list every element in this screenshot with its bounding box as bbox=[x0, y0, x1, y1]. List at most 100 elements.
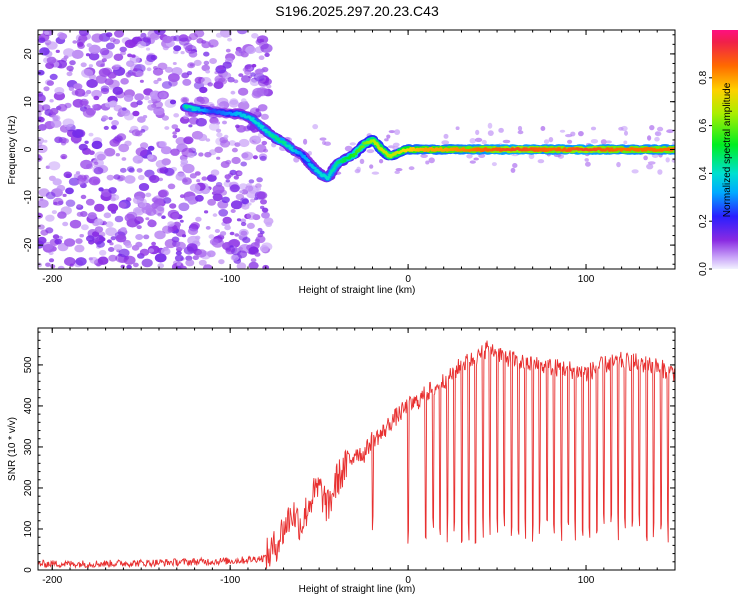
spectrogram-noise-blob bbox=[226, 248, 231, 252]
spectrogram-noise-blob bbox=[229, 100, 239, 108]
spectrogram-noise-blob bbox=[79, 144, 88, 151]
spectrogram-noise-blob bbox=[94, 167, 104, 174]
y-tick-label: 200 bbox=[23, 479, 34, 496]
spectrogram-noise-blob bbox=[111, 125, 117, 130]
spectrogram-noise-blob bbox=[48, 161, 60, 170]
spectrogram-noise-blob bbox=[492, 162, 497, 166]
colorbar-label: Normalized spectral amplitude bbox=[722, 82, 733, 217]
spectrogram-noise-blob bbox=[230, 232, 235, 236]
spectrogram-noise-blob bbox=[126, 60, 134, 67]
spectrogram-noise-blob bbox=[136, 147, 148, 156]
spectrogram-noise-blob bbox=[260, 44, 272, 53]
spectrogram-noise-blob bbox=[238, 88, 248, 96]
spectrogram-noise-blob bbox=[223, 217, 232, 224]
spectrogram-noise-blob bbox=[213, 193, 223, 201]
spectrogram-noise-blob bbox=[209, 234, 215, 239]
spectrogram-noise-blob bbox=[108, 117, 112, 120]
spectrogram-noise-blob bbox=[173, 45, 181, 51]
spectrogram-noise-blob bbox=[538, 159, 545, 163]
spectrogram-noise-blob bbox=[64, 172, 73, 179]
spectrogram-noise-blob bbox=[657, 169, 662, 175]
spectrogram-noise-blob bbox=[666, 129, 674, 133]
spectrogram-ridge-cell bbox=[261, 125, 265, 128]
spectrogram-ridge-cell bbox=[327, 176, 331, 179]
spectrogram-noise-blob bbox=[245, 65, 251, 70]
spectrogram-noise-blob bbox=[158, 92, 167, 99]
spectrogram-noise-blob bbox=[114, 54, 124, 61]
spectrogram-noise-blob bbox=[216, 132, 222, 137]
spectrogram-noise-blob bbox=[62, 222, 68, 227]
spectrogram-noise-blob bbox=[137, 225, 142, 229]
spectrogram-noise-blob bbox=[203, 52, 209, 57]
snr-ylabel: SNR (10 * v/v) bbox=[7, 417, 18, 481]
spectrogram-noise-blob bbox=[119, 202, 127, 208]
spectrogram-noise-blob bbox=[57, 104, 67, 112]
spectrogram-noise-blob bbox=[84, 141, 88, 144]
spectrogram-ridge-cell bbox=[283, 141, 287, 144]
spectrogram-noise-blob bbox=[591, 127, 596, 131]
spectrogram-noise-blob bbox=[86, 199, 95, 206]
spectrogram-noise-blob bbox=[120, 227, 126, 232]
spectrogram-noise-blob bbox=[93, 96, 99, 100]
spectrogram-noise-blob bbox=[38, 224, 45, 229]
spectrogram-noise-blob bbox=[182, 177, 192, 185]
spectrogram-ridge-cell bbox=[277, 137, 281, 140]
y-tick-label: 0 bbox=[23, 146, 34, 152]
spectrogram-noise-blob bbox=[52, 210, 57, 214]
spectrogram-noise-blob bbox=[188, 124, 192, 127]
spectrogram-noise-blob bbox=[137, 168, 143, 173]
spectrogram-noise-blob bbox=[541, 126, 546, 131]
spectrogram-noise-blob bbox=[249, 262, 259, 270]
spectrogram-noise-blob bbox=[178, 203, 189, 212]
spectrogram-noise-blob bbox=[110, 37, 116, 42]
spectrogram-ridge-cell bbox=[307, 160, 311, 163]
spectrogram-noise-blob bbox=[218, 259, 224, 264]
spectrogram-noise-blob bbox=[95, 151, 107, 160]
spectrogram-noise-blob bbox=[195, 236, 200, 240]
spectrogram-noise-blob bbox=[63, 194, 67, 197]
spectrogram-noise-blob bbox=[394, 129, 400, 135]
spectrogram-noise-blob bbox=[209, 123, 220, 131]
spectrogram-noise-blob bbox=[94, 204, 105, 212]
spectrogram-noise-blob bbox=[47, 80, 54, 86]
spectrogram-noise-blob bbox=[88, 212, 97, 219]
spectrogram-noise-blob bbox=[470, 160, 476, 163]
spectrogram-noise-blob bbox=[210, 239, 219, 246]
spectrogram-noise-blob bbox=[114, 135, 123, 142]
spectrogram-noise-blob bbox=[265, 222, 272, 227]
spectrogram-noise-blob bbox=[162, 115, 169, 120]
spectrogram-noise-blob bbox=[225, 174, 232, 179]
spectrogram-noise-blob bbox=[488, 130, 494, 136]
spectrogram-noise-blob bbox=[94, 218, 103, 225]
spectrogram-noise-blob bbox=[379, 159, 383, 163]
spectrogram-noise-blob bbox=[145, 193, 151, 198]
spectrogram-noise-blob bbox=[312, 124, 318, 129]
spectrogram-noise-blob bbox=[115, 216, 124, 223]
spectrogram-noise-blob bbox=[57, 211, 67, 218]
spectrogram-noise-blob bbox=[148, 146, 155, 151]
spectrogram-noise-blob bbox=[666, 157, 670, 162]
spectrogram-noise-blob bbox=[127, 54, 132, 58]
spectrogram-noise-blob bbox=[98, 187, 103, 191]
spectrogram-noise-blob bbox=[256, 109, 260, 112]
spectrogram-noise-blob bbox=[148, 100, 153, 104]
spectrogram-noise-blob bbox=[429, 157, 435, 163]
spectrogram-noise-blob bbox=[231, 209, 236, 213]
spectrogram-noise-blob bbox=[113, 87, 124, 95]
spectrogram-noise-blob bbox=[196, 118, 207, 127]
spectrogram-noise-blob bbox=[89, 176, 101, 185]
spectrogram-noise-blob bbox=[187, 62, 195, 68]
spectrogram-noise-blob bbox=[50, 74, 58, 80]
spectrogram-noise-blob bbox=[59, 33, 68, 40]
spectrogram-noise-blob bbox=[102, 115, 109, 120]
y-tick-label: 0 bbox=[23, 567, 34, 573]
spectrogram-noise-blob bbox=[425, 161, 429, 165]
spectrogram-noise-blob bbox=[355, 169, 361, 173]
spectrogram-noise-blob bbox=[180, 194, 185, 198]
spectrogram-noise-blob bbox=[170, 149, 180, 156]
spectrogram-noise-blob bbox=[511, 168, 516, 173]
spectrogram-noise-blob bbox=[76, 171, 80, 174]
spectrogram-noise-blob bbox=[181, 266, 187, 271]
spectrogram-noise-blob bbox=[149, 175, 159, 183]
spectrogram-noise-blob bbox=[196, 249, 207, 257]
